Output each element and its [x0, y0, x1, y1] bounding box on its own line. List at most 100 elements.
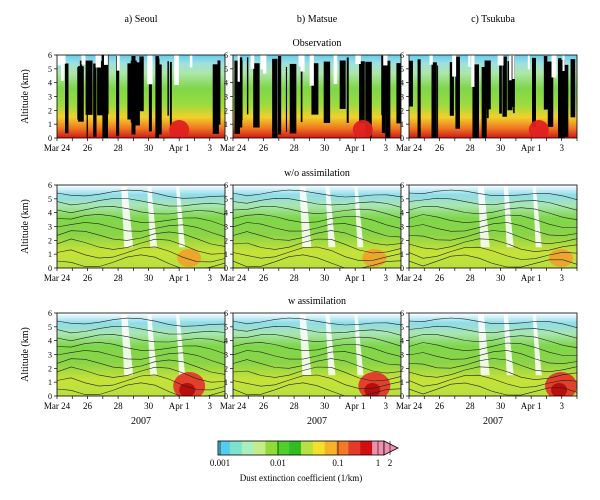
x-tick-label: 26 [83, 273, 93, 283]
x-tick-label: 3 [559, 401, 564, 411]
contour-line [57, 189, 225, 199]
no-data-stripe [133, 62, 140, 126]
no-data-stripe [472, 64, 480, 138]
no-data-stripe [513, 56, 515, 114]
no-data-stripe [212, 64, 219, 134]
y-tick-label: 2 [400, 236, 404, 245]
y-tick-label: 6 [224, 181, 228, 190]
y-tick-label: 0 [400, 264, 404, 273]
y-tick-label: 3 [48, 223, 52, 232]
no-data-stripe [127, 63, 132, 120]
contour-line [409, 214, 577, 228]
no-data-stripe [278, 55, 282, 135]
contour-line [57, 213, 225, 227]
no-data-stripe [409, 60, 413, 107]
x-tick-label: Mar 24 [220, 401, 247, 411]
no-data-stripe [323, 61, 331, 123]
no-data-stripe [101, 55, 109, 115]
x-tick-label: 3 [559, 143, 564, 153]
x-tick-label: 30 [320, 401, 330, 411]
no-data-stripe [234, 60, 240, 134]
contour-line [57, 246, 225, 263]
text-layer: Altitude (km) Altitude (km) Altitude (km) a… [20, 14, 515, 427]
x-tick-label: 26 [435, 401, 445, 411]
year-label: 2007 [483, 416, 503, 427]
x-tick-label: 30 [320, 273, 330, 283]
x-tick-label: 30 [144, 401, 154, 411]
row-title-2: w assimilation [288, 296, 346, 307]
y-tick-label: 1 [400, 250, 404, 259]
x-tick-label: Apr 1 [169, 143, 190, 153]
contour-line [409, 197, 577, 211]
x-tick-label: 3 [383, 273, 388, 283]
y-tick-label: 3 [224, 93, 228, 102]
x-tick-label: 30 [496, 273, 506, 283]
contour-line [409, 374, 577, 388]
contour-line [233, 230, 401, 246]
x-tick-label: 28 [114, 401, 124, 411]
y-tick-label: 1 [224, 250, 228, 259]
missing-stripe [429, 55, 433, 65]
y-tick-label: 6 [400, 309, 404, 318]
y-tick-label: 6 [48, 51, 52, 60]
x-tick-label: 3 [207, 143, 212, 153]
contour-line [409, 366, 577, 381]
panel-field [57, 185, 225, 268]
y-tick-label: 4 [400, 209, 404, 218]
no-data-stripe [502, 56, 507, 117]
panel-field [233, 55, 401, 138]
dust-plume [177, 249, 202, 267]
no-data-stripe [437, 65, 439, 138]
colorbar-tick-label: 2 [388, 458, 393, 468]
x-tick-label: 28 [290, 273, 300, 283]
x-tick-label: 28 [290, 401, 300, 411]
x-tick-label: 3 [383, 143, 388, 153]
contour-line [57, 238, 225, 255]
contour-line [233, 246, 401, 261]
missing-stripe [298, 55, 301, 67]
missing-stripe [103, 55, 108, 65]
no-data-stripe [558, 58, 562, 113]
contour-line [233, 206, 401, 219]
panel-field [409, 313, 577, 396]
dust-plume-core [179, 383, 196, 396]
y-tick-label: 0 [400, 392, 404, 401]
y-tick-label: 3 [400, 223, 404, 232]
contour-line [57, 326, 225, 335]
x-tick-label: Mar 24 [220, 143, 247, 153]
missing-stripe [497, 55, 504, 66]
y-tick-label: 2 [224, 364, 228, 373]
contour-line [409, 334, 577, 349]
y-tick-label: 4 [48, 209, 52, 218]
y-tick-label: 5 [400, 323, 404, 332]
y-tick-label: 0 [224, 134, 228, 143]
missing-stripe [333, 55, 338, 84]
contour-line [233, 254, 401, 268]
contour-line [57, 341, 225, 355]
y-tick-label: 5 [224, 323, 228, 332]
y-tick-label: 1 [48, 378, 52, 387]
y-tick-label: 3 [48, 93, 52, 102]
contour-line [409, 246, 577, 260]
no-data-stripe [285, 66, 288, 132]
missing-stripe [383, 55, 388, 66]
clear-gap [121, 313, 134, 376]
y-tick-label: 2 [48, 106, 52, 115]
no-data-stripe [311, 63, 319, 115]
dust-plume-core [364, 383, 381, 396]
clear-gap [354, 313, 364, 376]
contour-line [409, 189, 577, 200]
no-data-stripe [246, 57, 249, 115]
no-data-stripe [116, 55, 120, 137]
y-tick-label: 1 [400, 120, 404, 129]
x-tick-label: 28 [114, 143, 124, 153]
colorbar-swatch [360, 441, 373, 455]
contour-line [233, 317, 401, 326]
x-tick-label: Apr 1 [345, 143, 366, 153]
x-tick-label: 30 [496, 401, 506, 411]
contour-line [57, 222, 225, 238]
x-tick-label: Mar 24 [44, 143, 71, 153]
